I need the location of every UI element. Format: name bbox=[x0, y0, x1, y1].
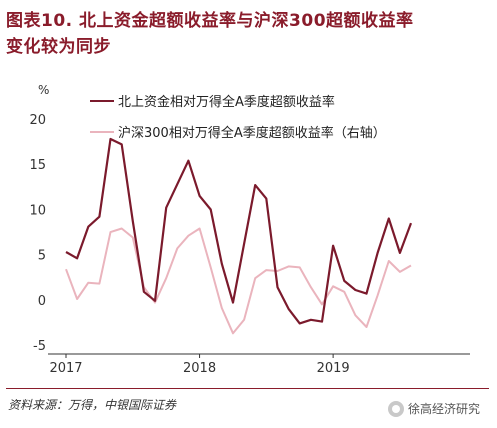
series-line-northbound bbox=[65, 137, 413, 325]
y-axis-unit-label: % bbox=[38, 83, 49, 97]
y-tick-label: -5 bbox=[33, 339, 46, 354]
footer-divider bbox=[6, 388, 489, 389]
x-tick-label: 2019 bbox=[317, 361, 350, 376]
y-tick-label: 20 bbox=[29, 113, 46, 128]
chart-title-line2: 变化较为同步 bbox=[6, 37, 111, 57]
series-layer bbox=[65, 137, 413, 335]
x-tick-label: 2018 bbox=[183, 361, 216, 376]
x-tick-label: 2017 bbox=[49, 361, 82, 376]
watermark: 徐高经济研究 bbox=[388, 400, 480, 417]
legend-label-series2: 沪深300相对万得全A季度超额收益率（右轴） bbox=[118, 125, 386, 141]
x-axis-ticks: 2017 2018 2019 bbox=[49, 354, 350, 376]
legend-label-series1: 北上资金相对万得全A季度超额收益率 bbox=[118, 94, 335, 110]
line-chart: % -5 0 5 10 15 20 2017 2018 2019 北上资金相对万得全A季度超额… bbox=[29, 83, 470, 376]
legend: 北上资金相对万得全A季度超额收益率 沪深300相对万得全A季度超额收益率（右轴） bbox=[90, 94, 386, 141]
y-tick-label: 10 bbox=[29, 203, 46, 218]
y-tick-label: 5 bbox=[38, 249, 46, 264]
y-axis-ticks: -5 0 5 10 15 20 bbox=[29, 113, 46, 354]
series-line-csi300 bbox=[65, 227, 412, 335]
chart-title-line1: 图表10. 北上资金超额收益率与沪深300超额收益率 bbox=[6, 11, 414, 31]
source-note: 资料来源：万得，中银国际证券 bbox=[8, 398, 177, 412]
y-tick-label: 15 bbox=[29, 158, 46, 173]
watermark-text: 徐高经济研究 bbox=[408, 402, 481, 416]
y-tick-label: 0 bbox=[38, 294, 46, 309]
wechat-icon bbox=[388, 400, 404, 417]
